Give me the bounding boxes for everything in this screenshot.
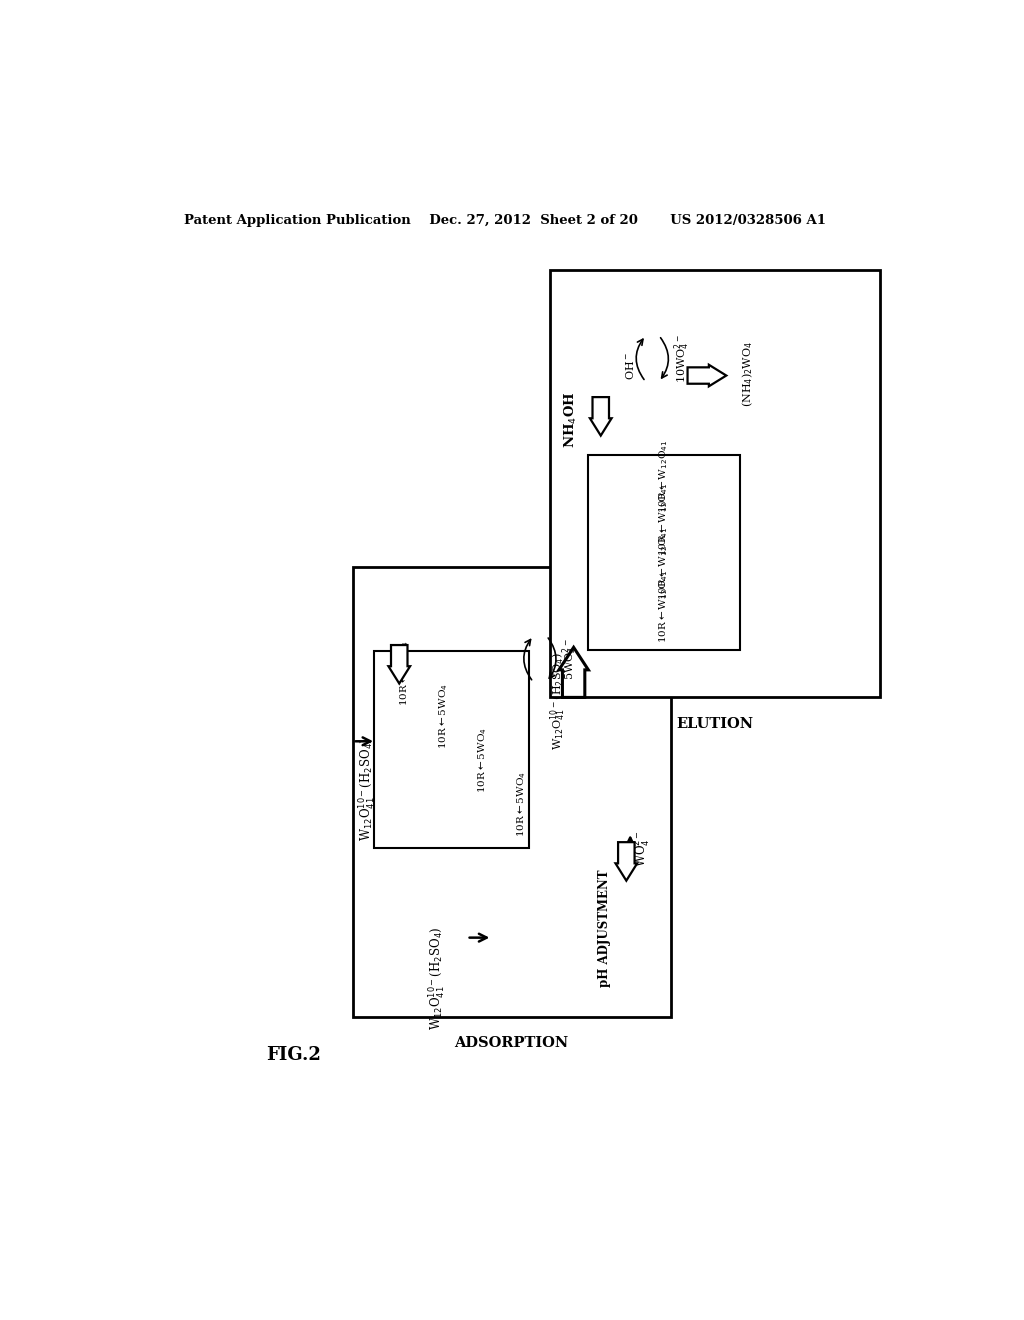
Text: ADSORPTION: ADSORPTION [455, 1036, 568, 1051]
Text: Patent Application Publication    Dec. 27, 2012  Sheet 2 of 20       US 2012/032: Patent Application Publication Dec. 27, … [183, 214, 825, 227]
Text: (NH$_4$)$_2$WO$_4$: (NH$_4$)$_2$WO$_4$ [740, 341, 756, 407]
Text: WO$_4^{2-}$: WO$_4^{2-}$ [633, 830, 653, 867]
Text: 10R$\leftarrow$W$_{12}$O$_{41}$: 10R$\leftarrow$W$_{12}$O$_{41}$ [657, 527, 671, 599]
Bar [588, 455, 740, 649]
Polygon shape [559, 647, 589, 697]
Text: W$_{12}$O$_{41}^{10-}$(H$_2$SO$_4$): W$_{12}$O$_{41}^{10-}$(H$_2$SO$_4$) [358, 738, 378, 841]
Text: 5WO$_4^{2-}$: 5WO$_4^{2-}$ [560, 638, 580, 680]
Text: 10R$\leftarrow$5WO$_4$: 10R$\leftarrow$5WO$_4$ [437, 684, 451, 750]
Text: 10R$\leftarrow$W$_{12}$O$_{41}$: 10R$\leftarrow$W$_{12}$O$_{41}$ [657, 570, 671, 643]
Bar [550, 271, 880, 697]
Polygon shape [590, 397, 611, 436]
Text: 10R$\leftarrow$5WO$_4$: 10R$\leftarrow$5WO$_4$ [398, 640, 412, 706]
Text: 10WO$_4^{2-}$: 10WO$_4^{2-}$ [673, 334, 692, 383]
Bar [352, 566, 671, 1016]
Text: 10R$\leftarrow$W$_{12}$O$_{41}$: 10R$\leftarrow$W$_{12}$O$_{41}$ [657, 483, 671, 556]
Text: W$_{12}$O$_{41}^{10-}$(H$_2$SO$_4$): W$_{12}$O$_{41}^{10-}$(H$_2$SO$_4$) [548, 652, 568, 750]
Text: 10R$\leftarrow$5WO$_4$: 10R$\leftarrow$5WO$_4$ [515, 771, 528, 837]
Bar [374, 651, 529, 847]
Text: 10R$\leftarrow$5WO$_4$: 10R$\leftarrow$5WO$_4$ [476, 727, 489, 793]
Text: ELUTION: ELUTION [677, 717, 754, 731]
Text: pH ADJUSTMENT: pH ADJUSTMENT [598, 870, 611, 987]
Text: OH$^-$: OH$^-$ [625, 352, 636, 380]
Text: W$_{12}$O$_{41}^{10-}$(H$_2$SO$_4$): W$_{12}$O$_{41}^{10-}$(H$_2$SO$_4$) [428, 927, 449, 1030]
Polygon shape [388, 645, 410, 684]
Text: FIG.2: FIG.2 [266, 1047, 321, 1064]
Polygon shape [687, 364, 726, 387]
Text: NH$_4$OH: NH$_4$OH [563, 392, 580, 449]
Text: 10R$\leftarrow$W$_{12}$O$_{41}$: 10R$\leftarrow$W$_{12}$O$_{41}$ [657, 440, 671, 513]
Polygon shape [615, 842, 637, 880]
